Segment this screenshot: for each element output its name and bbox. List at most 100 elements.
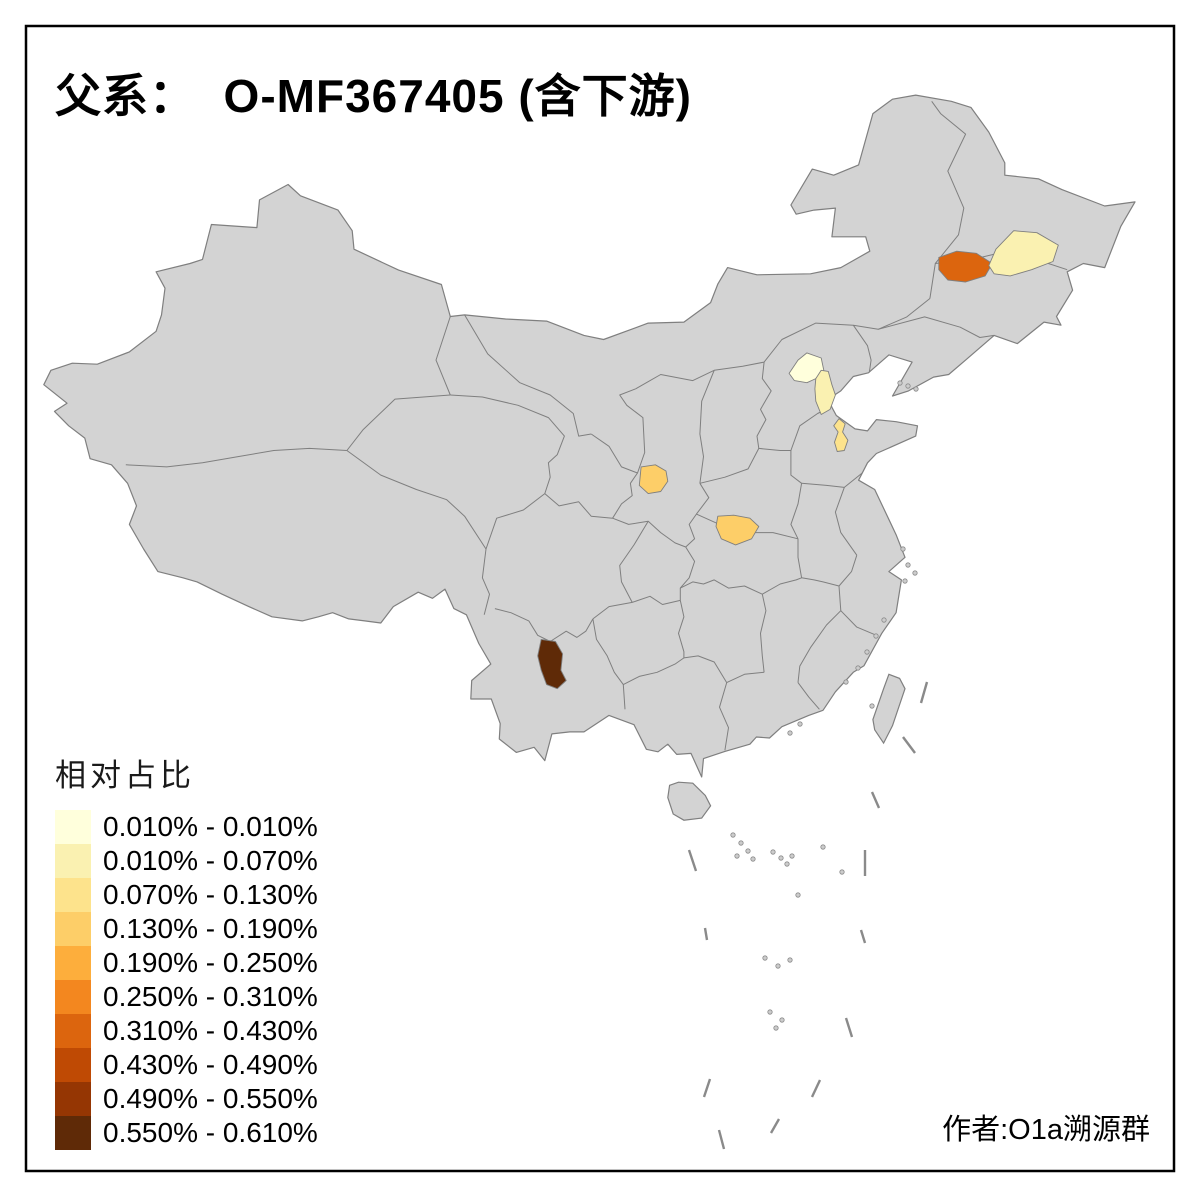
legend-label: 0.070% - 0.130% (103, 879, 318, 910)
legend-row: 0.490% - 0.550% (55, 1082, 318, 1116)
province-border (680, 579, 763, 595)
sea-boundary-dash (902, 736, 916, 754)
legend-title: 相对占比 (55, 758, 195, 793)
small-island (779, 1017, 785, 1023)
province-border (125, 447, 347, 468)
province-border (612, 517, 686, 548)
legend-swatch (55, 1014, 91, 1048)
province-border (481, 548, 490, 615)
legend-row: 0.070% - 0.130% (55, 878, 318, 912)
province-border (450, 394, 565, 494)
small-island (797, 721, 803, 727)
province-border (838, 555, 858, 587)
province-border (623, 657, 685, 686)
small-island (770, 849, 776, 855)
province-border (790, 483, 803, 540)
legend-swatch (55, 810, 91, 844)
legend-row: 0.010% - 0.070% (55, 844, 318, 878)
small-island (750, 856, 756, 862)
province-border (612, 472, 638, 519)
small-island (773, 1025, 779, 1031)
province-border (760, 594, 767, 673)
province-border (852, 324, 872, 373)
province-border (790, 450, 802, 484)
sea-boundary-dash (919, 681, 929, 704)
province-border (797, 585, 842, 683)
small-island (881, 617, 887, 623)
sea-boundary-dash (687, 849, 698, 872)
legend-swatch (55, 912, 91, 946)
province-border (464, 314, 592, 437)
sea-boundary-dash (844, 1017, 854, 1038)
sea-boundary-dash (810, 1079, 822, 1098)
small-island (787, 957, 793, 963)
small-island (913, 386, 919, 392)
small-island (900, 546, 906, 552)
small-island (775, 963, 781, 969)
small-island (784, 861, 790, 867)
province-border (801, 472, 863, 488)
province-border (797, 538, 803, 578)
province-border (801, 577, 840, 587)
highlighted-region-region-7 (988, 230, 1059, 277)
sea-boundary-dash (859, 929, 867, 944)
highlighted-region-region-2 (814, 369, 836, 415)
province-border (435, 316, 451, 396)
china-mainland (43, 94, 1136, 778)
small-island (912, 570, 918, 576)
small-island (855, 665, 861, 671)
highlighted-region-region-5 (715, 514, 760, 546)
small-island (767, 1009, 773, 1015)
small-island (897, 380, 903, 386)
province-border (635, 298, 931, 390)
province-border (758, 406, 831, 451)
small-islands-layer (730, 380, 919, 1031)
small-island (762, 955, 768, 961)
province-border (834, 487, 858, 556)
taiwan-island (872, 673, 906, 745)
legend-label: 0.130% - 0.190% (103, 913, 318, 944)
highlighted-region-region-8 (537, 638, 567, 690)
highlighted-regions-layer (537, 230, 1059, 690)
legend-swatch (55, 1082, 91, 1116)
legend-row: 0.310% - 0.430% (55, 1014, 318, 1048)
sea-boundary-dash (870, 791, 881, 809)
province-border (346, 450, 487, 550)
small-island (730, 832, 736, 838)
legend-label: 0.190% - 0.250% (103, 947, 318, 978)
small-island (839, 869, 845, 875)
legend-label: 0.550% - 0.610% (103, 1117, 318, 1148)
province-border (683, 655, 728, 683)
legend-label: 0.430% - 0.490% (103, 1049, 318, 1080)
province-border (619, 521, 649, 603)
small-island (864, 649, 870, 655)
land-layer (43, 94, 1136, 821)
sea-boundary-dash (717, 1129, 726, 1150)
small-island (745, 848, 751, 854)
province-border (685, 483, 710, 548)
sea-boundary-dash (769, 1118, 781, 1134)
legend-row: 0.250% - 0.310% (55, 980, 318, 1014)
small-island (902, 578, 908, 584)
province-border (726, 671, 765, 684)
legend-swatch (55, 1048, 91, 1082)
legend-row: 0.430% - 0.490% (55, 1048, 318, 1082)
legend: 相对占比 0.010% - 0.010% 0.010% - 0.070% 0.070… (55, 750, 318, 1150)
province-border (592, 618, 626, 710)
province-border (756, 362, 772, 449)
sea-boundary-dash (703, 927, 709, 941)
small-island (820, 844, 826, 850)
hainan-island (667, 781, 712, 821)
province-border (679, 546, 696, 601)
highlighted-region-region-3 (833, 418, 849, 452)
small-island (873, 633, 879, 639)
small-island (905, 383, 911, 389)
legend-label: 0.010% - 0.070% (103, 845, 318, 876)
legend-swatch (55, 946, 91, 980)
legend-swatch (55, 1116, 91, 1150)
highlighted-region-region-6 (938, 250, 993, 283)
small-island (734, 853, 740, 859)
province-border (678, 600, 685, 658)
credit-text: 作者:O1a溯源群 (942, 1114, 1150, 1146)
